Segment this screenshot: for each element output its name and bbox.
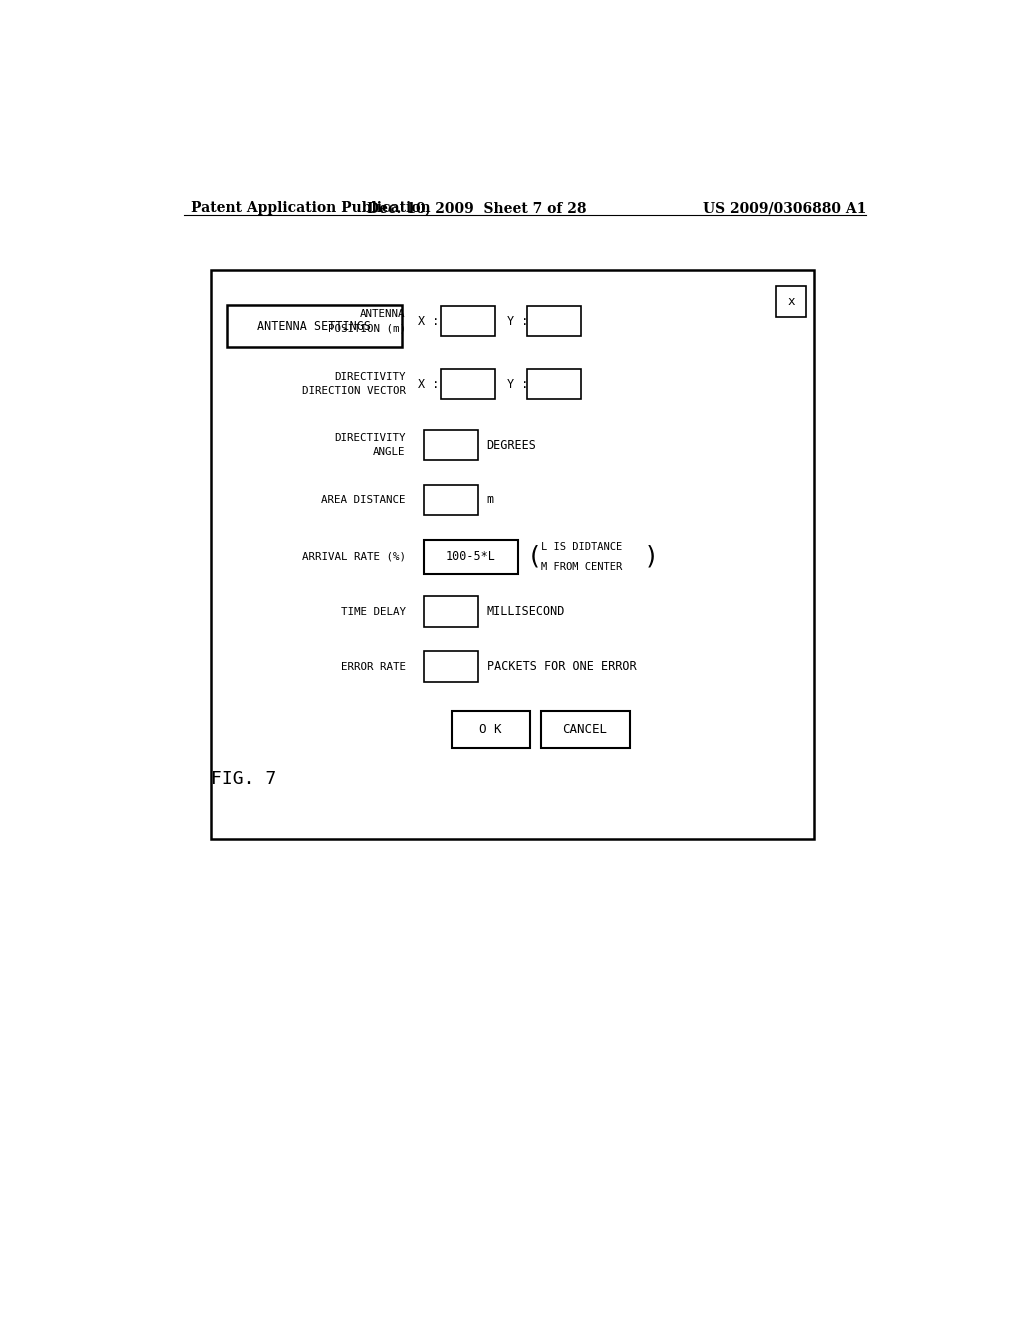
Text: DEGREES: DEGREES [486,438,537,451]
Bar [424,484,478,515]
Text: PACKETS FOR ONE ERROR: PACKETS FOR ONE ERROR [486,660,636,673]
Text: MILLISECOND: MILLISECOND [486,605,565,618]
Text: Y :: Y : [507,314,528,327]
Text: TIME DELAY: TIME DELAY [341,607,406,616]
Bar [776,286,806,317]
Text: DIRECTIVITY
DIRECTION VECTOR: DIRECTIVITY DIRECTION VECTOR [302,372,406,396]
Bar [527,368,582,399]
Text: DIRECTIVITY
ANGLE: DIRECTIVITY ANGLE [334,433,406,457]
Bar [424,430,478,461]
Bar [527,306,582,337]
Text: FIG. 7: FIG. 7 [211,771,276,788]
Text: 100-5*L: 100-5*L [445,550,496,564]
Text: X :: X : [418,378,439,391]
Text: Dec. 10, 2009  Sheet 7 of 28: Dec. 10, 2009 Sheet 7 of 28 [368,201,587,215]
Text: ): ) [644,545,658,569]
Text: CANCEL: CANCEL [562,723,607,737]
Bar [211,271,814,840]
Text: M FROM CENTER: M FROM CENTER [541,562,622,572]
Bar [424,540,518,574]
Bar [424,597,478,627]
Text: Patent Application Publication: Patent Application Publication [191,201,431,215]
Text: (: ( [526,545,542,569]
Text: O K: O K [479,723,502,737]
Bar [424,651,478,682]
Text: m: m [486,494,494,507]
Bar [541,711,630,748]
Text: X :: X : [418,314,439,327]
Text: US 2009/0306880 A1: US 2009/0306880 A1 [702,201,866,215]
Bar [441,368,496,399]
Text: L IS DIDTANCE: L IS DIDTANCE [541,541,622,552]
Text: x: x [787,296,795,308]
Text: ARRIVAL RATE (%): ARRIVAL RATE (%) [302,552,406,562]
Bar [452,711,529,748]
Text: ANTENNA SETTINGS: ANTENNA SETTINGS [257,319,372,333]
Bar [441,306,496,337]
Text: ERROR RATE: ERROR RATE [341,661,406,672]
Text: AREA DISTANCE: AREA DISTANCE [322,495,406,506]
Bar [227,305,401,347]
Text: ANTENNA
POSITION (m): ANTENNA POSITION (m) [328,309,406,333]
Text: Y :: Y : [507,378,528,391]
